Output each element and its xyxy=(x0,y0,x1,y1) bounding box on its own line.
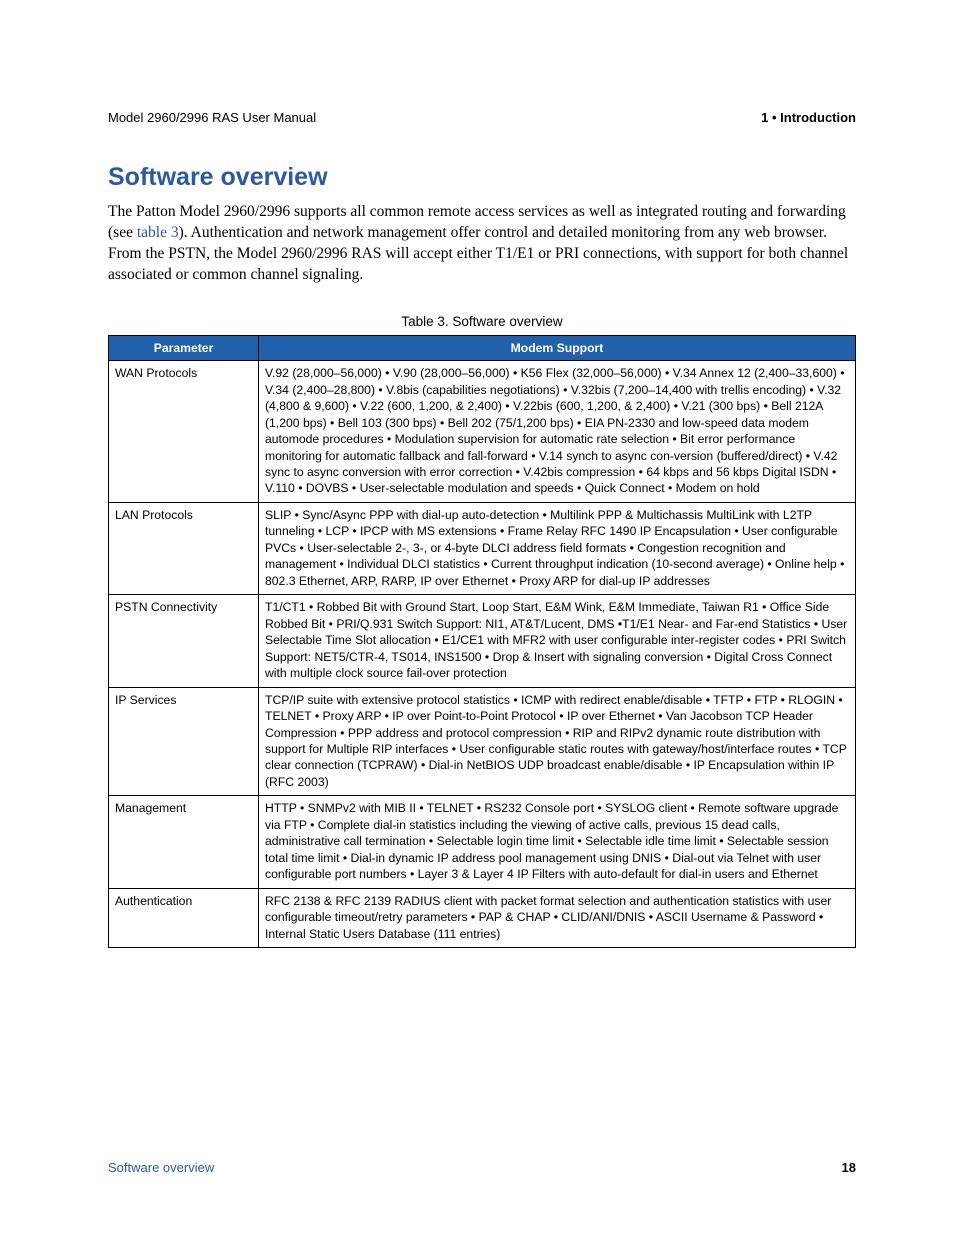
column-header-modem-support: Modem Support xyxy=(259,335,856,360)
footer-page-number: 18 xyxy=(842,1160,856,1175)
section-title: Software overview xyxy=(108,163,856,192)
header-right: 1 • Introduction xyxy=(761,110,856,125)
column-header-parameter: Parameter xyxy=(109,335,259,360)
header-left: Model 2960/2996 RAS User Manual xyxy=(108,110,316,125)
intro-paragraph: The Patton Model 2960/2996 supports all … xyxy=(108,202,856,286)
software-overview-table: Parameter Modem Support WAN Protocols V.… xyxy=(108,335,856,948)
table-row: WAN Protocols V.92 (28,000–56,000) • V.9… xyxy=(109,361,856,503)
desc-cell: SLIP • Sync/Async PPP with dial-up auto-… xyxy=(259,502,856,594)
desc-cell: T1/CT1 • Robbed Bit with Ground Start, L… xyxy=(259,595,856,687)
table-row: Authentication RFC 2138 & RFC 2139 RADIU… xyxy=(109,888,856,947)
footer-left: Software overview xyxy=(108,1160,214,1175)
param-cell: Management xyxy=(109,796,259,888)
param-cell: PSTN Connectivity xyxy=(109,595,259,687)
param-cell: WAN Protocols xyxy=(109,361,259,503)
desc-cell: HTTP • SNMPv2 with MIB II • TELNET • RS2… xyxy=(259,796,856,888)
param-cell: IP Services xyxy=(109,687,259,796)
table-row: LAN Protocols SLIP • Sync/Async PPP with… xyxy=(109,502,856,594)
intro-text-post: ). Authentication and network management… xyxy=(108,224,848,283)
param-cell: LAN Protocols xyxy=(109,502,259,594)
desc-cell: TCP/IP suite with extensive protocol sta… xyxy=(259,687,856,796)
table-header-row: Parameter Modem Support xyxy=(109,335,856,360)
page-footer: Software overview 18 xyxy=(108,1160,856,1175)
param-cell: Authentication xyxy=(109,888,259,947)
table-row: IP Services TCP/IP suite with extensive … xyxy=(109,687,856,796)
table-reference-link[interactable]: table 3 xyxy=(137,224,179,241)
desc-cell: V.92 (28,000–56,000) • V.90 (28,000–56,0… xyxy=(259,361,856,503)
desc-cell: RFC 2138 & RFC 2139 RADIUS client with p… xyxy=(259,888,856,947)
table-caption: Table 3. Software overview xyxy=(108,314,856,329)
table-row: Management HTTP • SNMPv2 with MIB II • T… xyxy=(109,796,856,888)
page-header: Model 2960/2996 RAS User Manual 1 • Intr… xyxy=(108,110,856,125)
table-row: PSTN Connectivity T1/CT1 • Robbed Bit wi… xyxy=(109,595,856,687)
